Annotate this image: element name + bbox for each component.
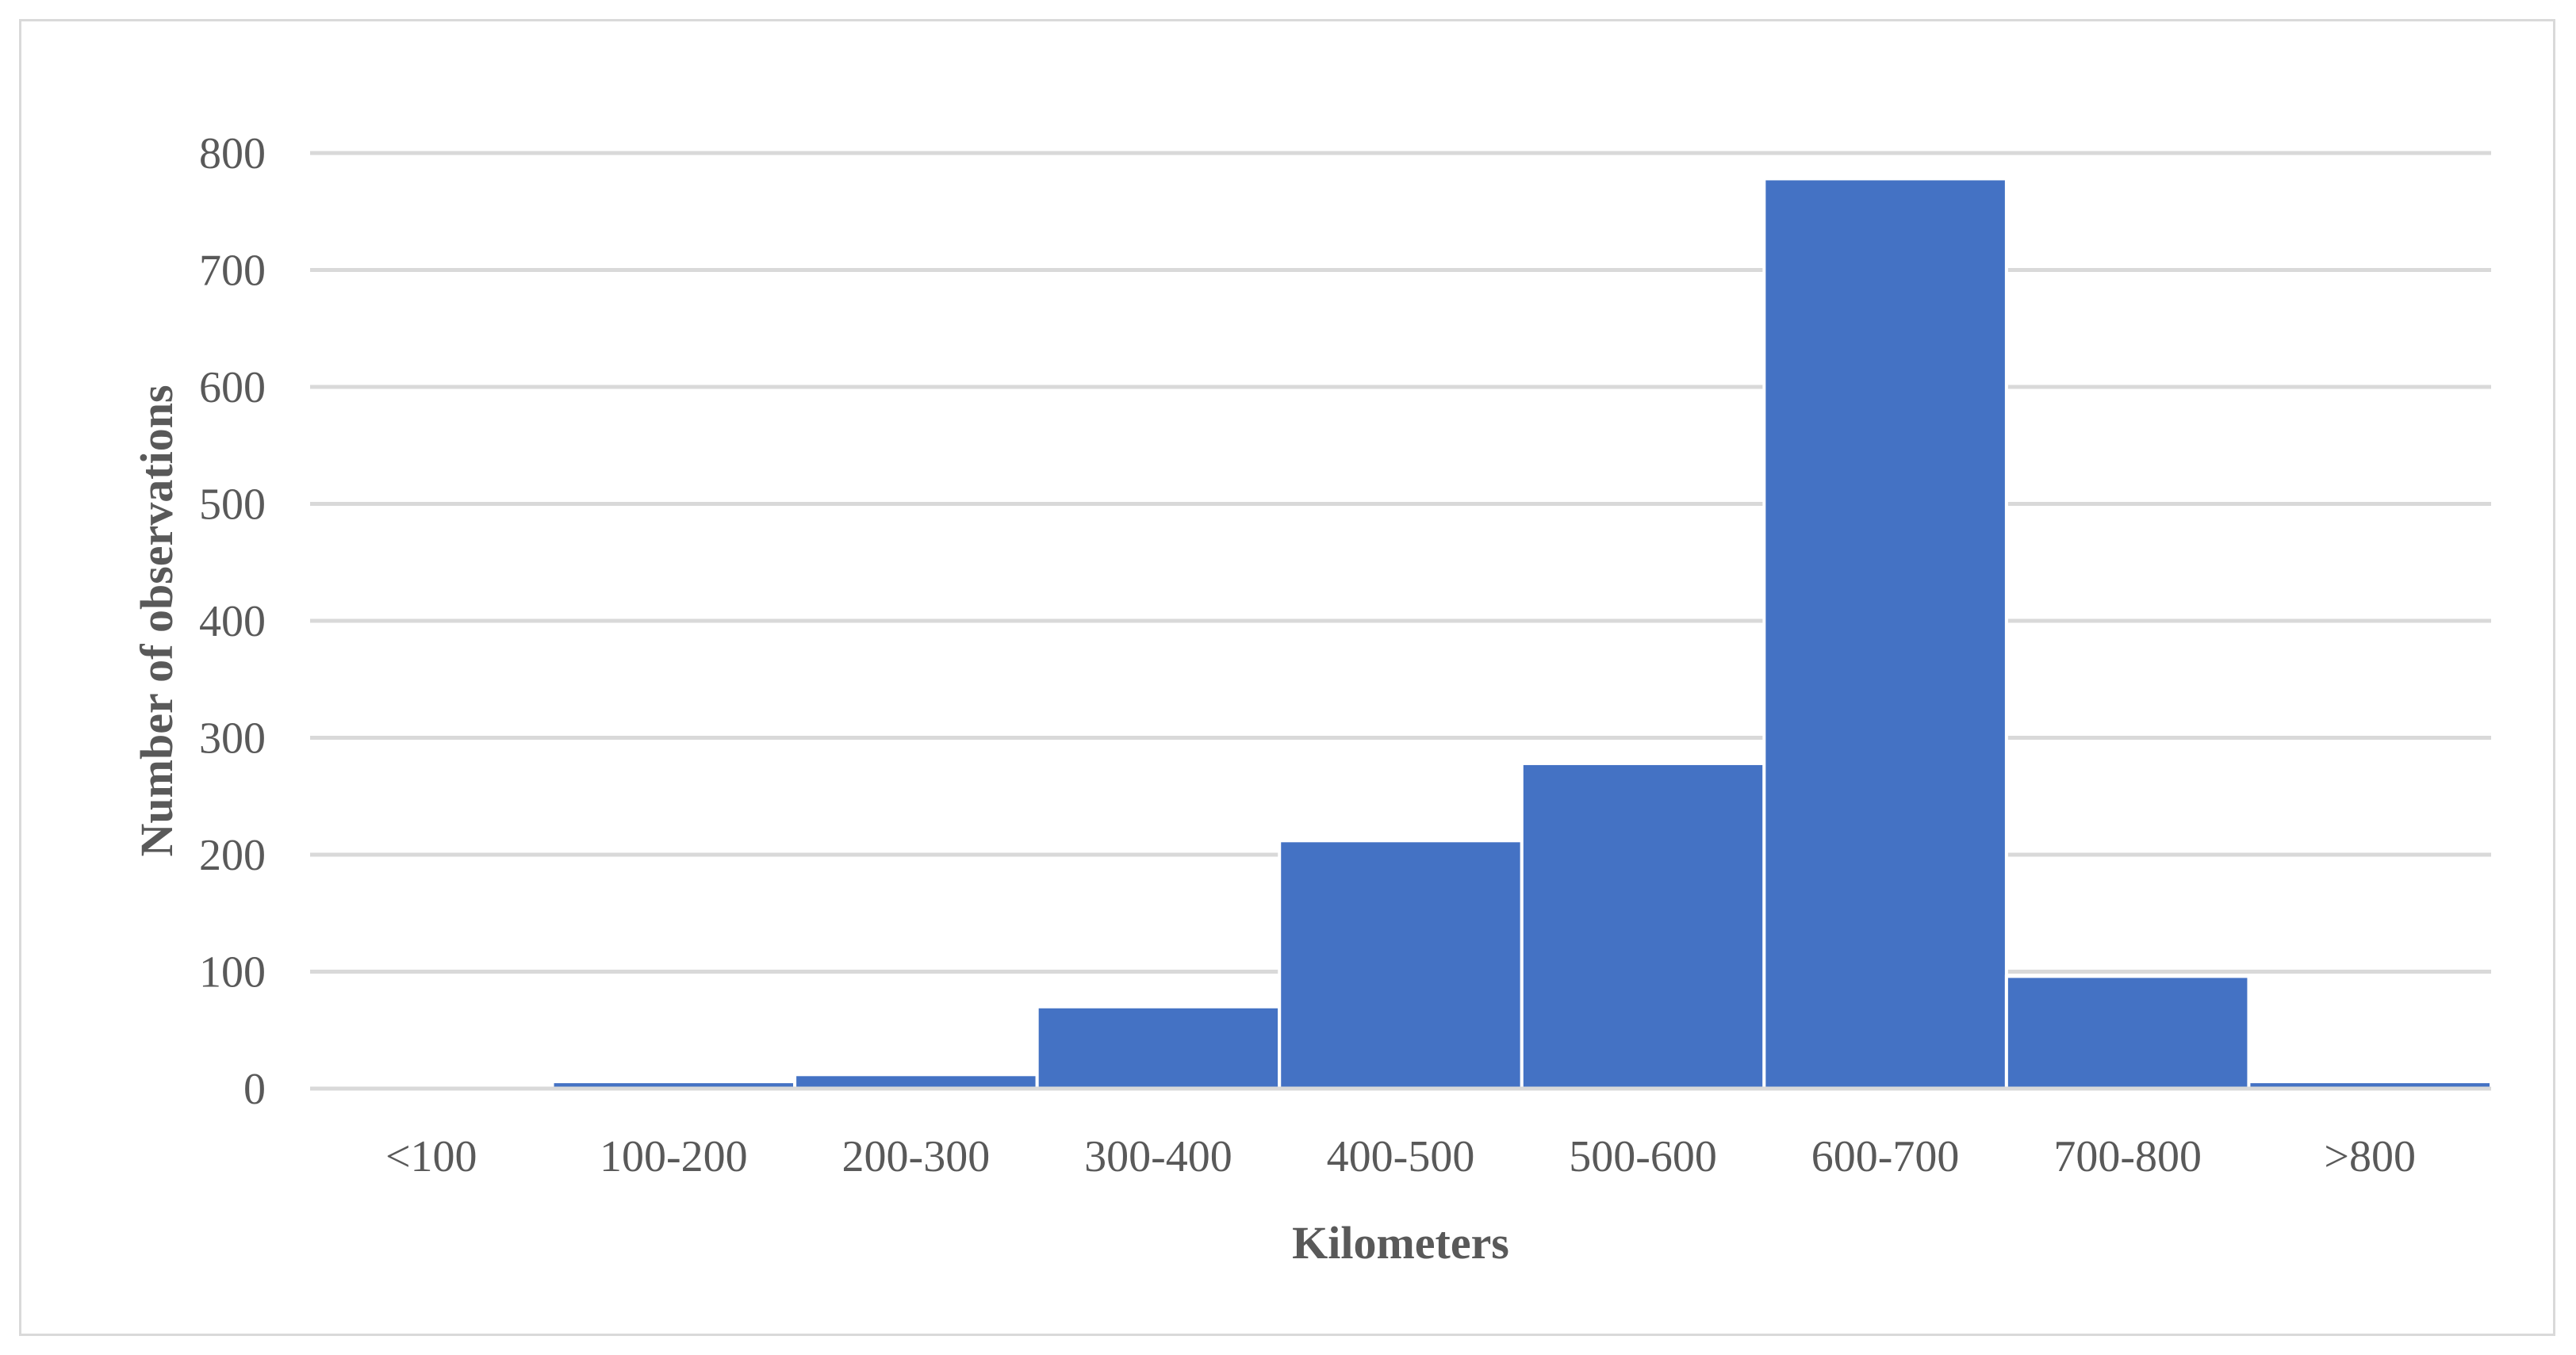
histogram-bar: [793, 1073, 1039, 1091]
y-tick-label: 200: [199, 831, 266, 880]
chart-frame: 0 100 200 300 400 500 600 700 800 <100 100-200 200…: [19, 19, 2555, 1336]
x-tick-label: >800: [2324, 1132, 2416, 1181]
histogram-bar: [1035, 1005, 1282, 1090]
y-tick-label: 100: [199, 948, 266, 997]
histogram-bar: [1278, 839, 1524, 1091]
histogram-bar: [1520, 761, 1766, 1090]
x-tick-label: 100-200: [600, 1132, 748, 1181]
histogram-bar: [1762, 177, 2008, 1091]
x-tick-label: 600-700: [1811, 1132, 1960, 1181]
gridlines: [310, 151, 2491, 974]
y-tick-label: 0: [243, 1065, 266, 1114]
y-tick-label: 500: [199, 480, 266, 530]
x-tick-label: <100: [385, 1132, 477, 1181]
x-tick-label: 400-500: [1327, 1132, 1475, 1181]
x-axis-title: Kilometers: [1292, 1217, 1509, 1269]
y-tick-label: 400: [199, 597, 266, 646]
y-tick-label: 300: [199, 714, 266, 764]
x-axis-tick-labels: <100 100-200 200-300 300-400 400-500 500-600 6…: [385, 1132, 2416, 1181]
x-tick-label: 200-300: [842, 1132, 991, 1181]
bars: [309, 177, 2493, 1091]
y-tick-label: 700: [199, 247, 266, 296]
x-tick-label: 700-800: [2053, 1132, 2202, 1181]
y-tick-label: 600: [199, 363, 266, 412]
x-tick-label: 300-400: [1084, 1132, 1232, 1181]
histogram-chart: 0 100 200 300 400 500 600 700 800 <100 100-200 200…: [131, 129, 2493, 1269]
y-axis-tick-labels: 0 100 200 300 400 500 600 700 800: [199, 129, 266, 1114]
histogram-bar: [2004, 974, 2251, 1091]
y-axis-title: Number of observations: [131, 385, 182, 856]
x-tick-label: 500-600: [1569, 1132, 1717, 1181]
y-tick-label: 800: [199, 129, 266, 178]
